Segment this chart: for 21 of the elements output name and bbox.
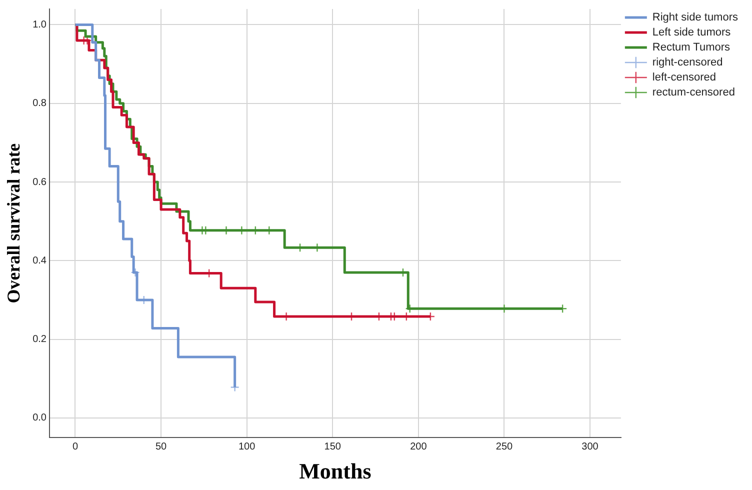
y-axis-title: Overall survival rate bbox=[3, 143, 24, 304]
legend-label: Right side tumors bbox=[652, 12, 738, 24]
x-axis-title: Months bbox=[299, 458, 372, 484]
x-tick-label: 200 bbox=[410, 441, 428, 452]
x-tick-label: 250 bbox=[496, 441, 514, 452]
legend-label: Left side tumors bbox=[652, 26, 732, 39]
y-tick-label: 0.8 bbox=[32, 98, 47, 110]
legend-label: right-censored bbox=[652, 56, 723, 69]
y-tick-label: 0.0 bbox=[32, 412, 47, 424]
x-tick-label: 100 bbox=[238, 441, 256, 452]
legend-label: left-censored bbox=[652, 72, 716, 84]
y-tick-label: 1.0 bbox=[32, 19, 47, 30]
legend-label: rectum-censored bbox=[652, 86, 735, 99]
y-tick-label: 0.2 bbox=[32, 334, 47, 346]
x-tick-label: 50 bbox=[155, 441, 168, 452]
y-tick-label: 0.4 bbox=[32, 255, 47, 266]
y-tick-label: 0.6 bbox=[32, 176, 47, 188]
x-tick-label: 0 bbox=[72, 441, 78, 452]
legend-label: Rectum Tumors bbox=[652, 42, 731, 54]
x-tick-label: 150 bbox=[324, 441, 342, 452]
x-tick-label: 300 bbox=[582, 441, 599, 452]
